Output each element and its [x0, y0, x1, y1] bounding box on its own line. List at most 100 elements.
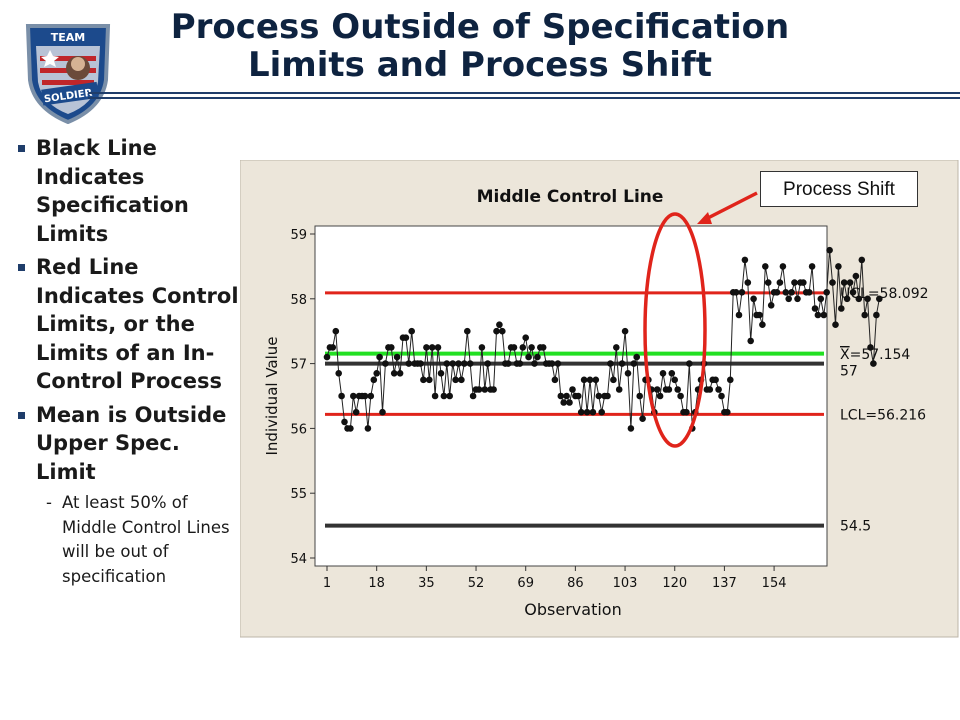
- data-point: [490, 386, 497, 393]
- data-point: [791, 279, 798, 286]
- logo-text-top: TEAM: [51, 31, 85, 44]
- data-point: [779, 263, 787, 270]
- data-point: [724, 408, 731, 416]
- data-point: [379, 408, 386, 416]
- y-tick-label: 59: [290, 228, 307, 243]
- bullet-list: Black Line Indicates Specification Limit…: [18, 134, 240, 589]
- data-point: [826, 246, 833, 254]
- data-point: [575, 392, 582, 400]
- data-point: [408, 327, 415, 335]
- data-point: [393, 353, 401, 361]
- y-tick-label: 58: [290, 293, 307, 308]
- data-point: [630, 360, 638, 367]
- data-point: [420, 376, 427, 384]
- data-point: [434, 344, 442, 351]
- x-tick-label: 1: [323, 576, 331, 591]
- data-point: [525, 353, 532, 361]
- data-point: [560, 399, 567, 406]
- data-point: [440, 392, 448, 400]
- y-tick-label: 57: [290, 358, 307, 373]
- chart-title: Middle Control Line: [477, 187, 664, 207]
- data-point: [811, 305, 819, 312]
- data-point: [431, 392, 439, 400]
- data-point: [686, 360, 693, 367]
- data-point: [835, 263, 842, 270]
- data-point: [677, 392, 684, 400]
- data-point: [332, 327, 340, 335]
- data-point: [443, 360, 451, 367]
- data-point: [370, 376, 378, 384]
- data-point: [750, 295, 757, 303]
- data-point: [659, 370, 667, 377]
- x-tick-label: 18: [368, 576, 385, 591]
- data-point: [347, 425, 354, 432]
- control-chart: Middle Control Line Individual Value Obs…: [239, 159, 960, 638]
- data-point: [624, 370, 632, 377]
- data-point: [446, 392, 453, 400]
- x-tick-label: 52: [468, 576, 485, 591]
- x-tick-label: 137: [712, 576, 737, 591]
- data-point: [335, 370, 342, 377]
- data-point: [531, 360, 538, 367]
- data-point: [817, 295, 825, 303]
- data-point: [341, 418, 348, 426]
- square-bullet-icon: [18, 264, 25, 271]
- data-point: [478, 344, 486, 351]
- data-point: [610, 376, 617, 384]
- process-shift-highlight: [643, 212, 707, 448]
- x-tick-label: 120: [662, 576, 687, 591]
- data-point: [653, 386, 661, 393]
- x-axis-label: Observation: [524, 600, 621, 619]
- data-point: [382, 360, 389, 367]
- data-point: [461, 360, 468, 367]
- data-point: [738, 289, 746, 296]
- control-limit-label: UCL=58.092: [840, 286, 929, 302]
- title-rule-bottom: [88, 97, 960, 99]
- data-point: [595, 392, 603, 400]
- data-point: [762, 263, 769, 270]
- process-shift-callout: Process Shift: [760, 171, 918, 207]
- data-point: [338, 392, 345, 400]
- axis-ticks: 54 55 56 57 58 59 1 18 35 52 69 86 103 120 137 154: [290, 228, 786, 591]
- bullet-text: Red Line Indicates Control Limits, or th…: [36, 255, 239, 393]
- data-point: [715, 386, 722, 393]
- data-point: [756, 311, 763, 319]
- square-bullet-icon: [18, 145, 25, 152]
- data-point: [767, 302, 775, 309]
- data-point: [388, 344, 395, 351]
- data-point: [367, 392, 375, 400]
- data-point: [604, 392, 611, 400]
- data-point: [329, 344, 337, 351]
- data-point: [566, 399, 573, 406]
- x-tick-label: 154: [762, 576, 787, 591]
- sub-bullet-text: At least 50% of Middle Control Lines wil…: [62, 493, 230, 586]
- data-point: [402, 334, 410, 341]
- data-point: [361, 392, 369, 400]
- data-point: [352, 408, 360, 416]
- data-point: [668, 370, 676, 377]
- data-point: [592, 376, 600, 384]
- dash-icon: -: [46, 493, 52, 512]
- data-point: [852, 272, 860, 280]
- data-point: [858, 256, 866, 264]
- data-point: [499, 327, 506, 335]
- control-chart-svg: Middle Control Line Individual Value Obs…: [239, 159, 959, 638]
- data-point: [510, 344, 518, 351]
- data-point: [563, 392, 570, 400]
- x-tick-label: 86: [567, 576, 584, 591]
- data-point: [475, 386, 483, 393]
- data-point: [706, 386, 714, 393]
- data-point: [373, 370, 380, 377]
- data-point: [849, 289, 857, 296]
- spec-limit-label: 54.5: [840, 519, 871, 535]
- data-point: [782, 289, 790, 296]
- data-point: [554, 360, 562, 367]
- data-point: [776, 279, 784, 286]
- data-point: [607, 360, 614, 367]
- y-tick-label: 56: [290, 422, 307, 437]
- data-point: [405, 360, 413, 367]
- data-point: [539, 344, 547, 351]
- data-point: [466, 360, 474, 367]
- team-soldier-logo: TEAM SOLDIER: [22, 20, 114, 125]
- data-point: [426, 376, 433, 384]
